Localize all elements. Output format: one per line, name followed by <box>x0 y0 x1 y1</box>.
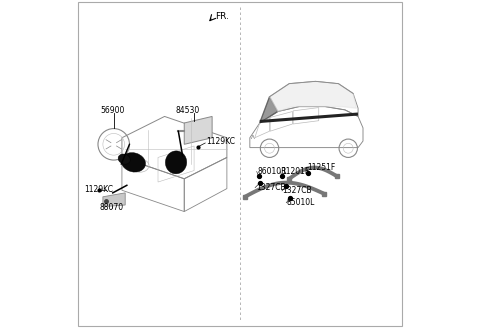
Text: 1129KC: 1129KC <box>84 185 113 194</box>
Polygon shape <box>103 193 125 207</box>
Text: 85010L: 85010L <box>287 198 315 207</box>
Text: 84530: 84530 <box>175 106 200 115</box>
Text: 11201F: 11201F <box>281 167 309 176</box>
Text: 88070: 88070 <box>99 203 123 213</box>
Polygon shape <box>184 116 212 144</box>
Ellipse shape <box>166 151 187 174</box>
Text: Λ: Λ <box>251 134 254 140</box>
Text: 1129KC: 1129KC <box>206 137 235 146</box>
Text: 11251F: 11251F <box>307 163 336 173</box>
Text: FR.: FR. <box>216 12 229 21</box>
Polygon shape <box>270 81 357 112</box>
Ellipse shape <box>121 153 145 172</box>
Text: 56900: 56900 <box>100 106 125 115</box>
Text: 1327CB: 1327CB <box>256 183 286 192</box>
Polygon shape <box>260 97 278 123</box>
Ellipse shape <box>118 154 130 164</box>
Text: 86010R: 86010R <box>257 167 287 176</box>
Text: 1327CB: 1327CB <box>283 186 312 195</box>
